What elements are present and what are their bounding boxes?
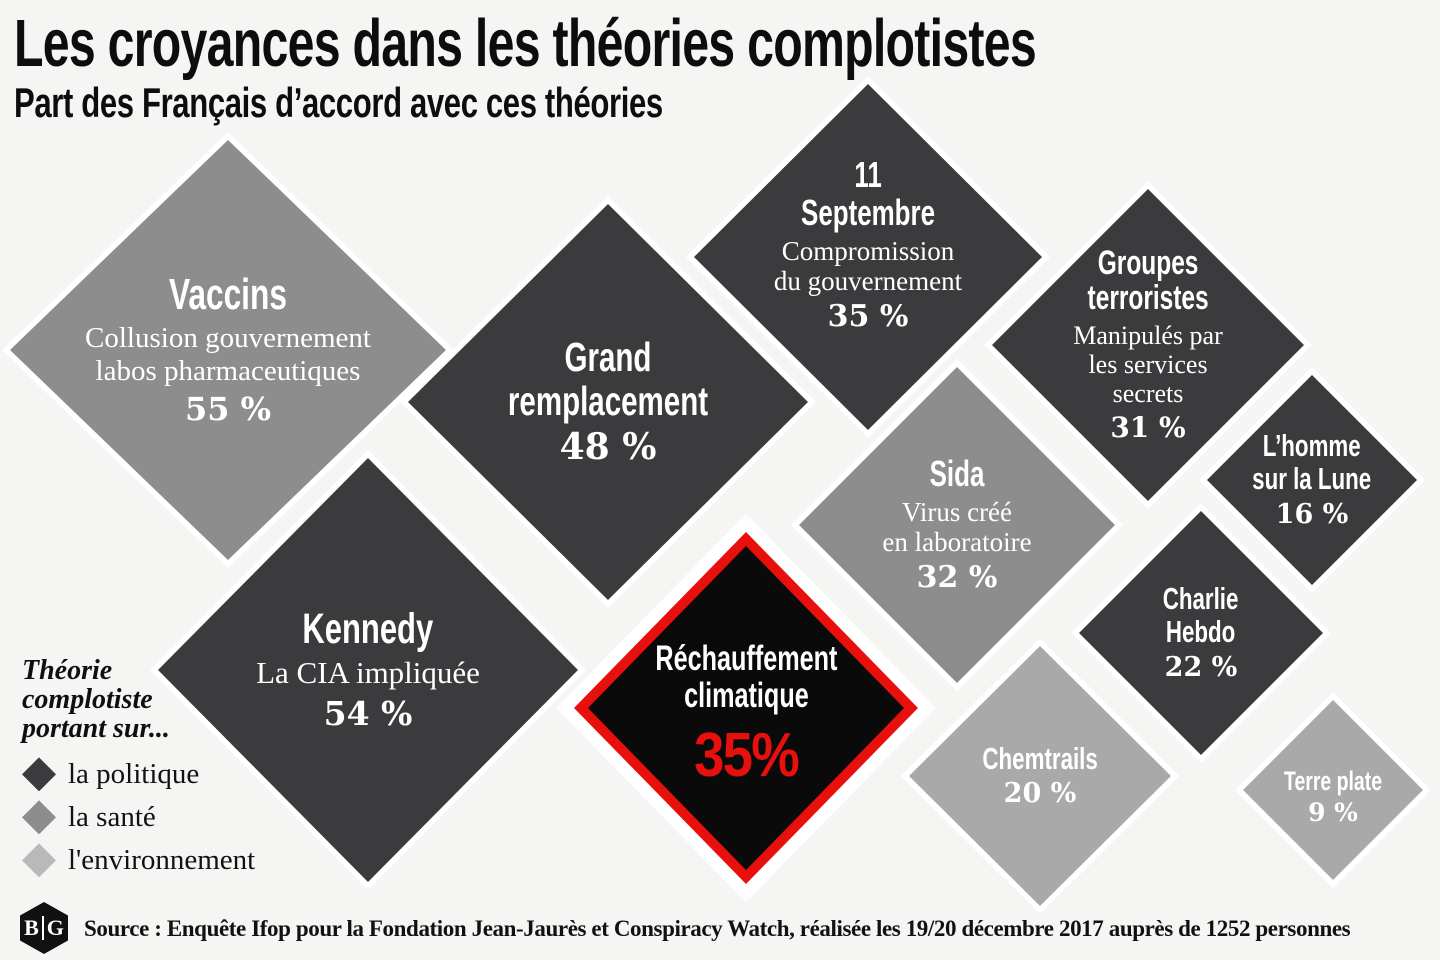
logo-divider [41,916,44,940]
page-title: Les croyances dans les théories comploti… [14,6,1037,81]
diamond-value: 55 % [184,390,272,429]
big-hexagon-logo-icon: B G [20,902,68,954]
diamond-title: Réchauffement climatique [654,639,838,715]
diamond-content: Sida Virus créé en laboratoire 32 % [799,367,1115,683]
legend-item-sante: la santé [22,800,255,835]
diamond-value: 9 % [1308,798,1358,828]
legend-label: la santé [68,800,156,833]
diamond-content: Vaccins Collusion gouvernement labos pha… [10,140,446,560]
legend-label: l'environnement [68,843,256,876]
diamond-title: 11 Septembre [801,153,935,233]
diamond-content: 11 Septembre Compromission du gouverneme… [694,84,1042,430]
diamond-swatch-icon [22,800,56,835]
diamond-title: Grand remplacement [507,334,709,424]
diamond-sublabel: Virus créé en laboratoire [882,496,1032,557]
diamond-content: Charlie Hebdo 22 % [1079,511,1323,755]
logo-letter-g: G [46,915,64,940]
diamond-swatch-icon [22,843,56,878]
legend-item-politique: la politique [22,757,255,792]
diamond-content: Groupes terroristes Manipulés par les se… [992,189,1304,501]
diamond-sublabel: Compromission du gouvernement [773,235,963,296]
diamond-rechauffement-climatique: Réchauffement climatique 35% [556,514,936,902]
page-subtitle: Part des Français d’accord avec ces théo… [14,79,663,126]
diamond-value: 22 % [1164,651,1238,683]
diamond-charlie-hebdo: Charlie Hebdo 22 % [1071,503,1331,763]
diamond-title: Terre plate [1284,765,1382,796]
diamond-content: L’homme sur la Lune 16 % [1207,375,1417,585]
legend-title: Théorie complotiste portant sur... [22,655,170,745]
diamond-value: 32 % [916,560,998,596]
diamond-vaccins: Vaccins Collusion gouvernement labos pha… [2,132,454,568]
diamond-title: Chemtrails [982,740,1098,776]
diamond-title: Groupes terroristes [1087,243,1209,318]
diamond-value: 20 % [1003,778,1077,810]
diamond-content: Grand remplacement 48 % [408,204,808,600]
diamond-title: Kennedy [302,605,434,654]
diamond-value: 35% [694,720,800,790]
diamond-sublabel: La CIA impliquée [256,655,480,691]
diamond-value: 48 % [559,425,657,468]
diamond-swatch-icon [22,757,56,792]
source-credit: Source : Enquête Ifop pour la Fondation … [84,916,1351,941]
legend: Théorie complotiste portant sur... la po… [22,655,256,878]
diamond-content: Chemtrails 20 % [909,646,1171,906]
diamond-value: 16 % [1275,498,1349,530]
diamond-11-septembre: 11 Septembre Compromission du gouverneme… [686,76,1050,438]
diamond-sublabel: Manipulés par les services secrets [1073,321,1223,409]
diamond-title: Charlie Hebdo [1163,581,1239,649]
legend-label: la politique [68,757,200,790]
diamond-value: 31 % [1110,411,1186,445]
diamond-value: 54 % [323,693,413,733]
diamond-content: Kennedy La CIA impliquée 54 % [158,458,578,882]
diamond-title: Vaccins [168,269,288,319]
legend-item-environnement: l'environnement [22,843,256,878]
diamond-sublabel: Collusion gouvernement labos pharmaceuti… [85,322,371,387]
legend-items: la politique la santé l'environnement [22,757,256,878]
diamond-value: 35 % [827,299,909,335]
diamond-title: L’homme sur la Lune [1252,428,1372,496]
logo-letter-b: B [24,915,39,940]
diamond-title: Sida [929,452,985,494]
footer: B G Source : Enquête Ifop pour la Fondat… [0,900,1440,960]
diamond-content: Réchauffement climatique 35% [574,532,918,884]
diamond-kennedy: Kennedy La CIA impliquée 54 % [150,450,586,890]
diamond-terre-plate: Terre plate 9 % [1235,692,1431,888]
diamond-content: Terre plate 9 % [1243,700,1423,880]
